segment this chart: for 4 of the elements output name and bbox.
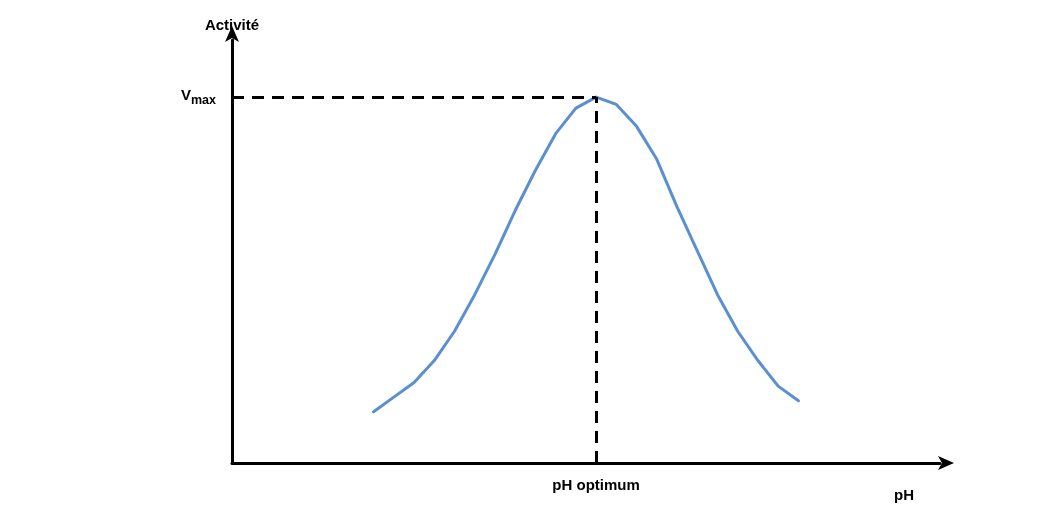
x-axis-title: pH	[894, 486, 914, 503]
text: pH optimum	[552, 476, 640, 493]
ref-line-label: V$_{max}$	[180, 86, 216, 110]
y-axis-title: Activité	[204, 16, 260, 33]
